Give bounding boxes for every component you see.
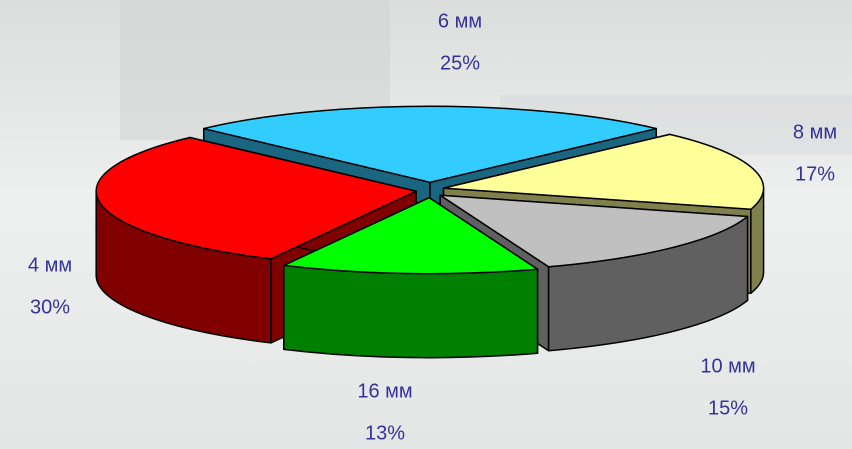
slice-value-label: 25% (440, 52, 480, 74)
slice (442, 133, 765, 211)
slice-label: 6 мм (438, 10, 482, 32)
slice (95, 136, 417, 260)
slice-label: 4 мм (28, 254, 72, 276)
slice-label: 16 мм (357, 380, 412, 402)
slice-value-label: 13% (365, 422, 405, 444)
slice-value-label: 30% (30, 296, 70, 318)
slice-label: 8 мм (793, 121, 837, 143)
slice (439, 194, 749, 268)
slice (202, 105, 658, 184)
slice-value-label: 17% (795, 163, 835, 185)
slice-wall (283, 264, 539, 359)
slice-value-label: 15% (708, 397, 748, 419)
slice-label: 10 мм (700, 355, 755, 377)
slice (283, 196, 539, 275)
